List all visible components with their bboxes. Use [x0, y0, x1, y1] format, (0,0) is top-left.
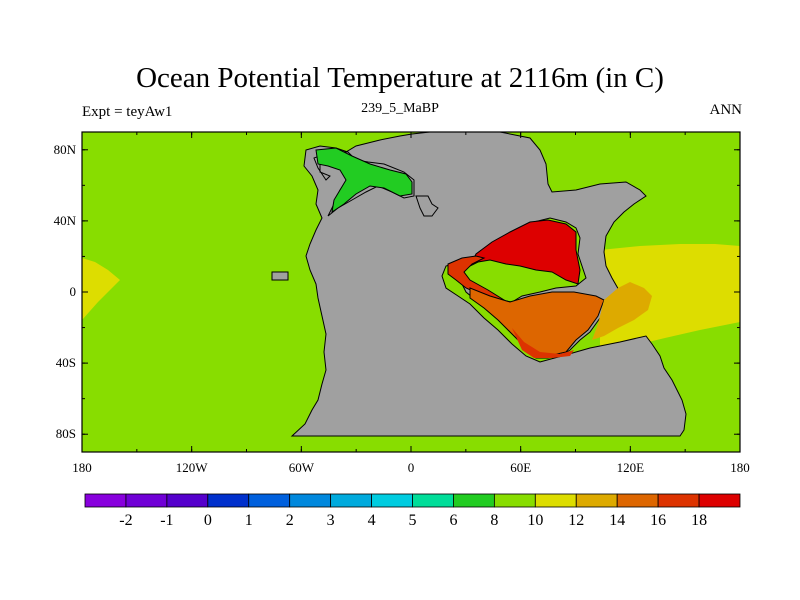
colorbar-label: 18 [691, 512, 707, 529]
colorbar-label: 8 [490, 512, 498, 529]
colorbar-swatch [616, 493, 659, 508]
ocean-field-13c-shelf [592, 282, 652, 340]
colorbar-swatch [453, 493, 495, 508]
lat-tick-label: 40S [56, 355, 76, 370]
ocean-field-16c-strip [447, 255, 505, 305]
lon-tick-label: 60E [510, 460, 531, 475]
colorbar-swatch [248, 493, 291, 508]
colorbar-swatch [125, 493, 168, 508]
latitude-axis: 80N 40N 0 40S 80S [54, 142, 740, 441]
lon-tick-label: 120W [176, 460, 209, 475]
colorbar-swatch [493, 493, 536, 508]
colorbar-swatch [534, 493, 577, 508]
colorbar-label: 10 [527, 512, 543, 529]
season-label: ANN [709, 102, 743, 118]
lon-tick-label: 120E [617, 460, 645, 475]
colorbar-swatch [698, 493, 741, 508]
colorbar-swatch [371, 493, 413, 508]
colorbar-swatch [207, 493, 250, 508]
lat-tick-label: 0 [70, 284, 77, 299]
colorbar-swatch [412, 493, 454, 508]
ocean-field-12c-west [82, 258, 120, 320]
colorbar-label: 0 [204, 512, 212, 529]
colorbar-swatch [84, 493, 127, 508]
ocean-field-6c [315, 147, 413, 214]
colorbar-label: 16 [650, 512, 666, 529]
colorbar-label: 1 [245, 512, 253, 529]
lat-tick-label: 40N [54, 213, 77, 228]
colorbar-swatch [575, 493, 618, 508]
map-plot [82, 131, 740, 452]
colorbar-label: 14 [609, 512, 625, 529]
map-subtitle: 239_5_MaBP [361, 101, 439, 116]
lon-tick-label: 60W [289, 460, 315, 475]
lon-tick-label: 180 [730, 460, 750, 475]
lat-tick-label: 80N [54, 142, 77, 157]
colorbar-swatch [330, 493, 372, 508]
colorbar-label: 6 [449, 512, 457, 529]
colorbar-label: 12 [568, 512, 584, 529]
experiment-label: Expt = teyAw1 [82, 104, 173, 120]
longitude-axis: 180 120W 60W 0 60E 120E 180 [72, 132, 750, 475]
lat-tick-label: 80S [56, 426, 76, 441]
colorbar-swatch [289, 493, 332, 508]
colorbar-label: 5 [409, 512, 417, 529]
colorbar-swatch [657, 493, 700, 508]
colorbar-label: 2 [286, 512, 294, 529]
ocean-field-12c-east [600, 244, 740, 346]
ocean-field-18c [468, 219, 581, 285]
land-island-west [271, 271, 289, 281]
lon-tick-label: 180 [72, 460, 92, 475]
colorbar-label: -1 [160, 512, 173, 529]
colorbar-label: -2 [119, 512, 132, 529]
ocean-field-16c-rim [512, 328, 574, 358]
colorbar-swatch [166, 493, 209, 508]
colorbar-label: 4 [368, 512, 376, 529]
map-title: Ocean Potential Temperature at 2116m (in… [136, 62, 664, 94]
ocean-field-14c [469, 287, 605, 357]
colorbar: -2 -1 0 1 2 3 4 5 6 8 10 12 14 16 18 [84, 493, 741, 529]
colorbar-label: 3 [327, 512, 335, 529]
lon-tick-label: 0 [408, 460, 415, 475]
land-hook [415, 195, 439, 217]
